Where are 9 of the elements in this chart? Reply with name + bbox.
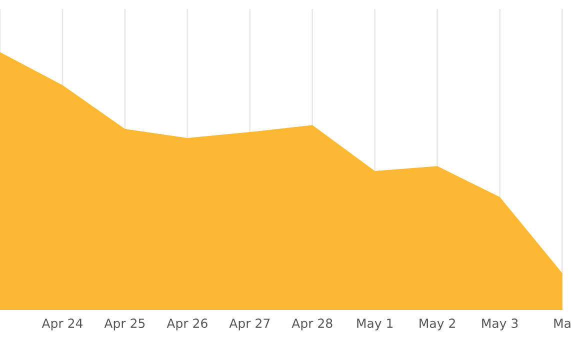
x-tick-label: Apr 26 [166,318,208,330]
x-tick-label: Apr 25 [104,318,145,330]
x-tick-label: May 1 [357,318,393,330]
x-tick-label: May 2 [420,318,455,330]
x-tick-label: Ma [554,318,570,328]
x-tick-label: Apr 27 [229,318,270,330]
x-tick-label: May 3 [482,318,518,330]
x-tick-label: Apr 28 [292,318,332,330]
x-tick-label: Apr 24 [42,318,83,330]
